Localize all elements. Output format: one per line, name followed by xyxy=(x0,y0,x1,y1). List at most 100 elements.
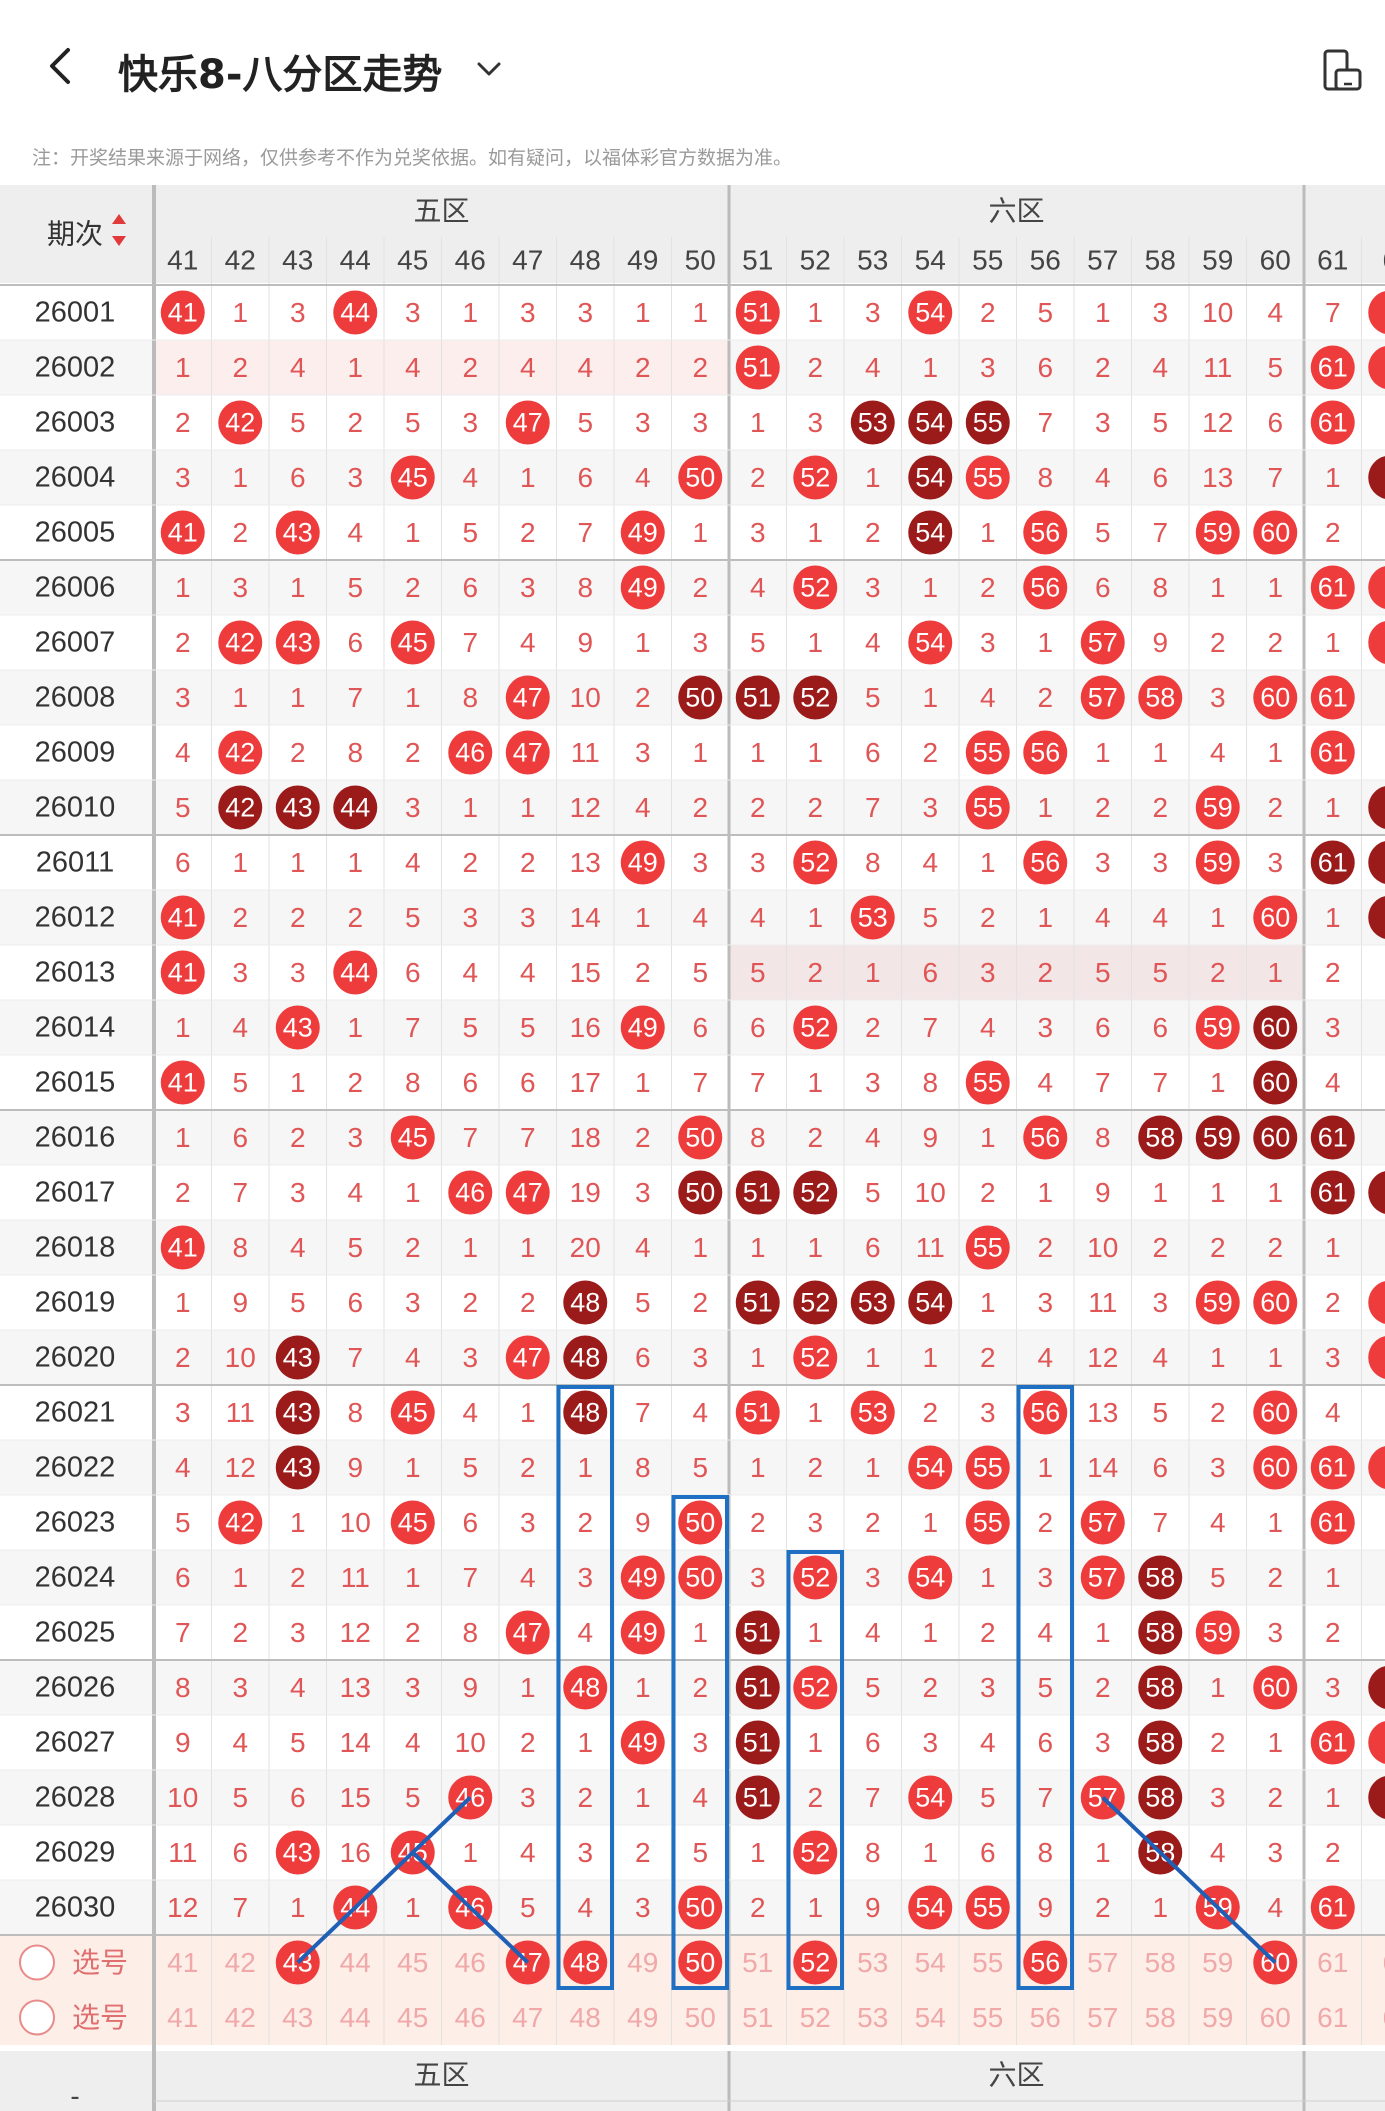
miss-count: 1 xyxy=(1267,572,1283,603)
back-arrow-icon[interactable] xyxy=(40,44,84,88)
number-ball xyxy=(678,1170,723,1215)
miss-count: 7 xyxy=(865,1782,881,1813)
miss-count: 7 xyxy=(232,1177,248,1208)
miss-count: 2 xyxy=(232,902,248,933)
ball-number: 43 xyxy=(283,518,313,548)
miss-count: 1 xyxy=(175,572,191,603)
miss-count: 7 xyxy=(922,1012,938,1043)
miss-count: 1 xyxy=(1325,1562,1341,1593)
ball-number: 55 xyxy=(973,408,1003,438)
miss-count: 1 xyxy=(1267,1727,1283,1758)
number-ball xyxy=(1253,1390,1298,1435)
ball-number: 61 xyxy=(1318,1178,1348,1208)
miss-count: 9 xyxy=(347,1452,363,1483)
miss-count: 2 xyxy=(980,1342,996,1373)
number-ball xyxy=(1080,1500,1125,1545)
select-radio[interactable] xyxy=(19,1944,55,1981)
miss-count: 2 xyxy=(520,1727,536,1758)
miss-count: 5 xyxy=(1152,1397,1168,1428)
miss-count: 8 xyxy=(462,682,478,713)
number-ball xyxy=(793,840,838,885)
ball-number: 43 xyxy=(283,793,313,823)
miss-count: 1 xyxy=(1037,627,1053,658)
ball-number: 60 xyxy=(1260,1288,1290,1318)
number-ball xyxy=(908,455,953,500)
number-ball xyxy=(1253,675,1298,720)
miss-count: 3 xyxy=(520,902,536,933)
miss-count: 1 xyxy=(1210,1177,1226,1208)
column-header: 48 xyxy=(570,245,601,276)
miss-count: 4 xyxy=(290,352,306,383)
miss-count: 3 xyxy=(1152,297,1168,328)
miss-count: 5 xyxy=(750,627,766,658)
column-header: 56 xyxy=(1030,245,1061,276)
select-ball[interactable] xyxy=(1023,1940,1068,1985)
period-cell: 26019 xyxy=(35,1287,116,1319)
number-ball xyxy=(275,1445,320,1490)
miss-count: 2 xyxy=(1037,682,1053,713)
ball-number: 58 xyxy=(1145,1618,1175,1648)
ball-number: 61 xyxy=(1318,848,1348,878)
miss-count: 2 xyxy=(980,1617,996,1648)
ball-number: 54 xyxy=(915,463,945,493)
sort-down-icon[interactable] xyxy=(112,236,126,246)
miss-count: 7 xyxy=(692,1067,708,1098)
ball-number: 51 xyxy=(743,1783,773,1813)
sort-up-icon[interactable] xyxy=(112,214,126,224)
number-ball xyxy=(735,1775,780,1820)
number-ball xyxy=(1368,1666,1385,1709)
ball-number: 54 xyxy=(915,628,945,658)
number-ball xyxy=(908,1775,953,1820)
miss-count: 1 xyxy=(922,1507,938,1538)
number-ball xyxy=(850,895,895,940)
table-header-bg xyxy=(0,185,1385,283)
miss-count: 5 xyxy=(290,1287,306,1318)
ball-number: 51 xyxy=(743,1178,773,1208)
ball-number: 41 xyxy=(168,958,198,988)
miss-count: 6 xyxy=(175,1562,191,1593)
select-radio[interactable] xyxy=(19,1999,55,2036)
rotate-screen-icon[interactable] xyxy=(1322,48,1362,94)
miss-count: 14 xyxy=(570,902,601,933)
miss-count: 2 xyxy=(347,902,363,933)
select-number: 54 xyxy=(915,1947,946,1978)
miss-count: 2 xyxy=(980,297,996,328)
miss-count: 2 xyxy=(1267,1782,1283,1813)
miss-count: 2 xyxy=(232,352,248,383)
miss-count: 1 xyxy=(692,1617,708,1648)
ball-number: 50 xyxy=(685,1178,715,1208)
miss-count: 3 xyxy=(1210,1452,1226,1483)
chevron-down-icon[interactable] xyxy=(474,54,504,84)
miss-count: 1 xyxy=(347,847,363,878)
select-ball[interactable] xyxy=(678,1940,723,1985)
miss-count: 2 xyxy=(1210,1397,1226,1428)
ball-number: 56 xyxy=(1030,738,1060,768)
select-number: 53 xyxy=(857,1947,888,1978)
miss-count: 2 xyxy=(1210,627,1226,658)
ball-number: 43 xyxy=(283,1398,313,1428)
number-ball xyxy=(735,1390,780,1435)
period-cell: 26001 xyxy=(35,297,116,329)
number-ball xyxy=(620,1005,665,1050)
ball-number: 47 xyxy=(513,1343,543,1373)
select-number: 45 xyxy=(397,2002,428,2033)
miss-count: 3 xyxy=(865,297,881,328)
miss-count: 2 xyxy=(692,572,708,603)
number-ball xyxy=(793,1280,838,1325)
miss-count: 6 xyxy=(980,1837,996,1868)
miss-count: 4 xyxy=(405,1342,421,1373)
select-ball[interactable] xyxy=(563,1940,608,1985)
miss-count: 1 xyxy=(290,572,306,603)
miss-count: 4 xyxy=(520,627,536,658)
miss-count: 2 xyxy=(520,1452,536,1483)
number-ball xyxy=(333,290,378,335)
column-header: 60 xyxy=(1260,245,1291,276)
number-ball xyxy=(1310,1170,1355,1215)
miss-count: 4 xyxy=(1095,902,1111,933)
miss-count: 5 xyxy=(405,902,421,933)
select-number: 42 xyxy=(225,2002,256,2033)
miss-count: 4 xyxy=(175,1452,191,1483)
select-ball[interactable] xyxy=(793,1940,838,1985)
miss-count: 1 xyxy=(807,297,823,328)
